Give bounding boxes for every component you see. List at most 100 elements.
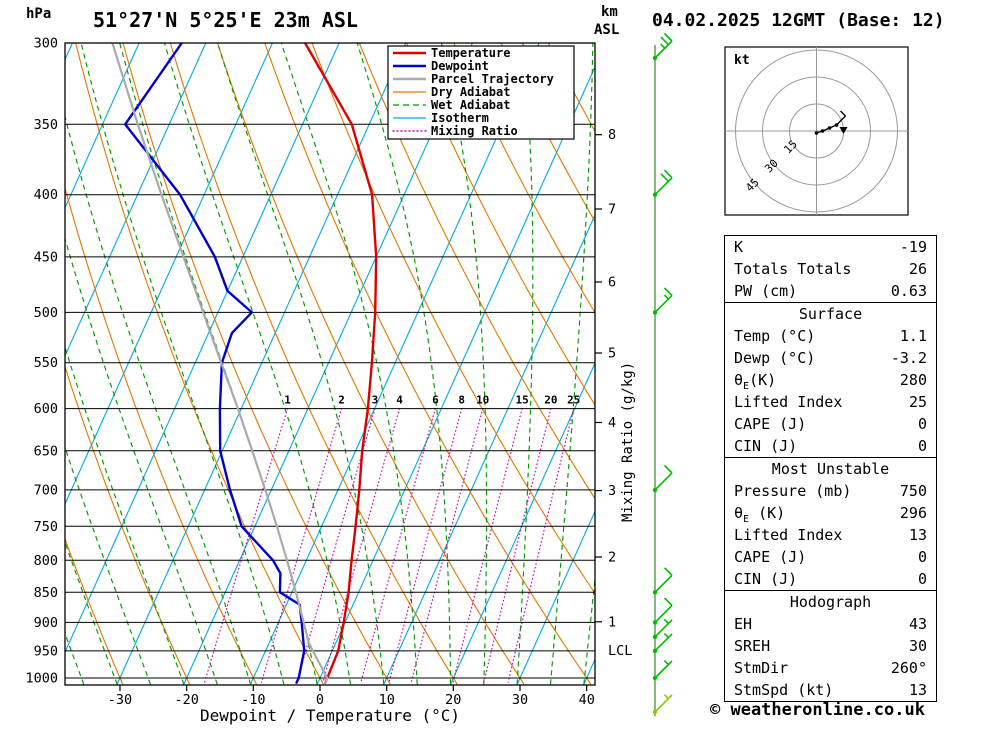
hodograph-storm-marker [839, 127, 848, 134]
wind-barb-shaft [654, 472, 673, 491]
pressure-axis-labels: 300 350 400 450 500 550 600 650 700 750 800 850 900 9… [25, 36, 58, 687]
pressure-tick-label: 600 [34, 401, 58, 417]
isotherm-line [182, 43, 473, 685]
table-row-label: CAPE (J) [734, 415, 807, 433]
temp-tick-label: 10 [379, 692, 395, 708]
legend-label: Dewpoint [431, 59, 489, 73]
table-row-label: StmDir [734, 659, 789, 677]
wet-adiabat-line [356, 43, 452, 685]
mixing-ratio-value-label: 15 [515, 394, 528, 407]
table-row-label: Temp (°C) [734, 327, 816, 345]
table-row-label: Lifted Index [734, 526, 843, 544]
wind-barb [652, 567, 673, 595]
temperature-curve [303, 43, 378, 684]
isotherm-line [316, 65, 595, 685]
legend-label: Temperature [431, 46, 510, 60]
table-row-value: 296 [899, 504, 927, 522]
pressure-tick-label: 400 [34, 187, 58, 203]
table-row-value: 13 [908, 681, 927, 699]
dry-adiabat-line [65, 365, 191, 685]
table-row-value: -19 [899, 238, 927, 256]
pressure-tick-label: 900 [34, 615, 58, 631]
table-section-header: Most Unstable [771, 460, 890, 478]
pressure-tick-label: 350 [34, 117, 58, 133]
dry-adiabat-line [453, 43, 595, 314]
wind-barb-feather [663, 464, 673, 474]
isotherm-line [65, 43, 340, 654]
wind-barb-half-feather [660, 43, 666, 49]
dry-adiabat-line [75, 43, 324, 685]
temp-tick-label: -10 [241, 692, 265, 708]
table-row-label: CIN (J) [734, 570, 798, 588]
table-section: Most Unstable Pressure (mb) 750 θE (K) 296 Li… [725, 457, 936, 590]
table-row: Dewp (°C) -3.2 [725, 347, 936, 369]
table-row-value: 0 [917, 415, 927, 433]
mixing-ratio-line [360, 408, 436, 683]
isotherm-line [116, 43, 407, 685]
table-section: Hodograph EH 43 SREH 30 StmDir 260° StmSpd (kt)… [725, 590, 936, 701]
wet-adiabat-line [217, 43, 385, 685]
mixing-ratio-value-label: 6 [432, 394, 439, 407]
table-row: Lifted Index 13 [725, 524, 936, 546]
wind-barb [652, 694, 673, 715]
table-section-header: Surface [798, 305, 863, 323]
lcl-label: LCL [608, 643, 632, 659]
mixing-ratio-labels: 1 2 3 4 6 8 10 15 20 25 [284, 394, 580, 407]
isotherm-line [65, 43, 140, 210]
mixing-ratio-line [261, 408, 343, 683]
wet-adiabat-line [516, 43, 534, 685]
sounding-curves [111, 43, 378, 684]
table-row-value: 30 [908, 637, 927, 655]
altitude-unit-km: km [601, 4, 618, 20]
table-row: Lifted Index 25 [725, 391, 936, 413]
table-row-value: 13 [908, 526, 927, 544]
pressure-axis-unit: hPa [26, 6, 52, 22]
wind-barb-shaft [654, 604, 673, 623]
run-datetime: 04.02.2025 12GMT (Base: 12) [652, 10, 945, 31]
table-row-value: 750 [899, 482, 927, 500]
wind-barb [652, 32, 673, 61]
table-row-label: Pressure (mb) [734, 482, 852, 500]
table-row-value: 0.63 [890, 282, 927, 300]
table-row: Pressure (mb) 750 [725, 480, 936, 502]
wet-adiabat-line [65, 540, 118, 685]
isotherm-line [65, 43, 207, 358]
wind-barb-feather [663, 32, 673, 42]
pressure-tick-label: 650 [34, 443, 58, 459]
wind-barb-half-feather [663, 660, 669, 666]
wind-barb-shaft [654, 660, 673, 679]
table-row: θE (K) 296 [725, 502, 936, 525]
table-row-label: Dewp (°C) [734, 349, 816, 367]
wind-barb-shaft [654, 619, 673, 638]
hodograph-ring [762, 76, 871, 186]
legend-label: Wet Adiabat [431, 98, 510, 112]
wind-barb-shaft [654, 633, 673, 652]
wind-barb [652, 618, 673, 640]
isotherm-lines [65, 43, 595, 685]
wind-barb-shaft [654, 294, 673, 313]
wind-barb [652, 660, 673, 681]
wet-adiabat-line [440, 43, 488, 685]
table-row: PW (cm) 0.63 [725, 280, 936, 302]
mixing-ratio-value-label: 4 [396, 394, 403, 407]
mixing-ratio-value-label: 2 [338, 394, 345, 407]
legend-label: Mixing Ratio [431, 124, 518, 138]
dry-adiabat-line [65, 537, 124, 685]
km-tick-label: 2 [608, 550, 616, 566]
wind-barb-feather [663, 567, 673, 576]
table-row-label: PW (cm) [734, 282, 798, 300]
temp-tick-label: -30 [108, 692, 132, 708]
mixing-ratio-line [410, 408, 484, 683]
wet-adiabat-line [280, 43, 418, 685]
table-section: Surface Temp (°C) 1.1 Dewp (°C) -3.2 θE(K) 280… [725, 302, 936, 457]
km-tick-label: 6 [608, 275, 616, 291]
isotherm-line [65, 43, 273, 506]
isotherm-line [249, 43, 540, 685]
hodograph-unit-label: kt [734, 53, 750, 68]
table-section: K -19 Totals Totals 26 PW (cm) 0.63 [725, 236, 936, 302]
table-row-value: 25 [908, 393, 927, 411]
table-row-value: 43 [908, 615, 927, 633]
legend-label: Isotherm [431, 111, 489, 125]
table-row-label: SREH [734, 637, 771, 655]
